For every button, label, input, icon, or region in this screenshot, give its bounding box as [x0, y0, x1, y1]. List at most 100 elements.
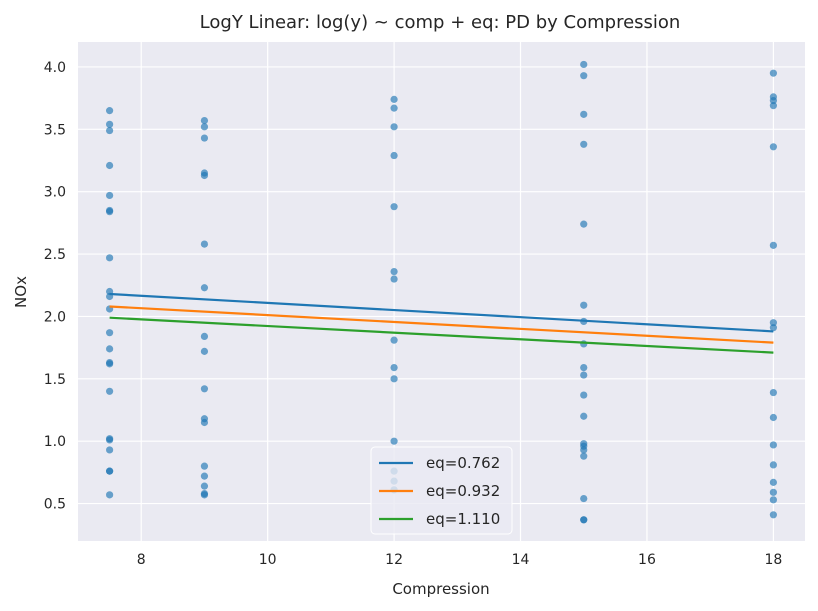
data-point	[580, 60, 588, 69]
data-point	[106, 436, 114, 444]
fit-line	[109, 316, 774, 354]
x-tick-label: 18	[764, 552, 782, 568]
data-point	[390, 275, 398, 283]
data-point	[580, 140, 588, 148]
scatter-points	[106, 60, 777, 524]
legend-box	[370, 446, 513, 535]
data-point	[580, 412, 588, 420]
data-point	[200, 385, 209, 393]
data-point	[200, 472, 209, 480]
data-point	[200, 332, 209, 341]
data-point	[769, 241, 777, 249]
y-axis-label: NOx	[12, 276, 30, 308]
data-point	[390, 104, 398, 112]
data-point	[769, 441, 777, 449]
x-tick-label: 8	[137, 552, 146, 568]
data-point	[769, 461, 777, 469]
data-point	[580, 516, 588, 524]
data-point	[106, 191, 114, 200]
data-point	[580, 494, 588, 503]
data-point	[106, 345, 114, 353]
data-point	[769, 511, 777, 519]
x-tick-label: 14	[512, 552, 530, 568]
y-tick-labels: 0.5 1.0 1.5 2.0 2.5 3.0 3.5 4.0	[44, 60, 66, 513]
data-point	[580, 72, 588, 80]
data-point	[769, 478, 777, 486]
data-point	[106, 254, 114, 262]
data-point	[200, 462, 209, 470]
data-point	[200, 171, 209, 180]
legend-label: eq=0.762	[426, 454, 500, 472]
data-point	[390, 375, 398, 383]
data-point	[580, 301, 588, 309]
data-point	[580, 391, 588, 399]
data-point	[106, 107, 114, 115]
data-point	[200, 123, 209, 131]
legend-label: eq=1.110	[426, 510, 500, 528]
data-point	[769, 102, 777, 110]
y-tick-label: 0.5	[44, 497, 66, 513]
data-point	[769, 488, 777, 496]
chart-title: LogY Linear: log(y) ~ comp + eq: PD by C…	[200, 12, 681, 33]
data-point	[106, 467, 114, 475]
data-point	[390, 363, 398, 372]
data-point	[580, 446, 588, 454]
y-tick-label: 1.0	[44, 434, 66, 450]
y-tick-label: 3.5	[44, 122, 66, 138]
x-tick-label: 16	[638, 552, 656, 568]
data-point	[390, 95, 398, 103]
y-tick-label: 1.5	[44, 372, 66, 388]
x-tick-label: 10	[259, 552, 277, 568]
data-point	[390, 437, 398, 445]
y-tick-label: 2.5	[44, 247, 66, 263]
data-point	[200, 482, 209, 490]
data-point	[106, 120, 114, 128]
data-point	[769, 388, 777, 397]
data-point	[580, 220, 588, 228]
data-point	[769, 319, 777, 327]
data-point	[200, 418, 209, 427]
y-tick-label: 2.0	[44, 309, 66, 325]
x-tick-label: 12	[385, 552, 403, 568]
data-point	[200, 134, 209, 142]
data-point	[769, 69, 777, 77]
data-point	[106, 360, 114, 368]
data-point	[580, 363, 588, 372]
fit-line	[109, 305, 774, 344]
legend: eq=0.762 eq=0.932 eq=1.110	[370, 446, 513, 535]
data-point	[200, 347, 209, 355]
y-tick-label: 4.0	[44, 60, 66, 76]
data-point	[769, 413, 777, 422]
data-point	[769, 143, 777, 151]
x-axis-label: Compression	[392, 580, 489, 598]
y-tick-label: 3.0	[44, 185, 66, 201]
data-point	[106, 387, 114, 395]
fit-lines	[109, 292, 774, 354]
data-point	[390, 336, 398, 344]
data-point	[390, 267, 398, 276]
data-point	[390, 151, 398, 160]
data-point	[106, 491, 114, 499]
data-point	[580, 340, 588, 348]
data-point	[390, 123, 398, 131]
data-point	[200, 284, 209, 292]
data-point	[580, 110, 588, 118]
legend-label: eq=0.932	[426, 482, 500, 500]
data-point	[106, 208, 114, 216]
data-point	[769, 324, 777, 332]
x-tick-labels: 8 10 12 14 16 18	[137, 552, 783, 568]
data-point	[106, 161, 114, 170]
data-point	[769, 496, 777, 504]
data-point	[580, 452, 588, 460]
data-point	[200, 491, 209, 499]
data-point	[769, 97, 777, 105]
data-point	[390, 203, 398, 211]
data-point	[200, 116, 209, 125]
data-point	[106, 329, 114, 337]
data-point	[580, 371, 588, 379]
data-point	[106, 126, 114, 135]
data-point	[106, 446, 114, 454]
data-point	[200, 240, 209, 248]
fit-line	[109, 292, 774, 333]
